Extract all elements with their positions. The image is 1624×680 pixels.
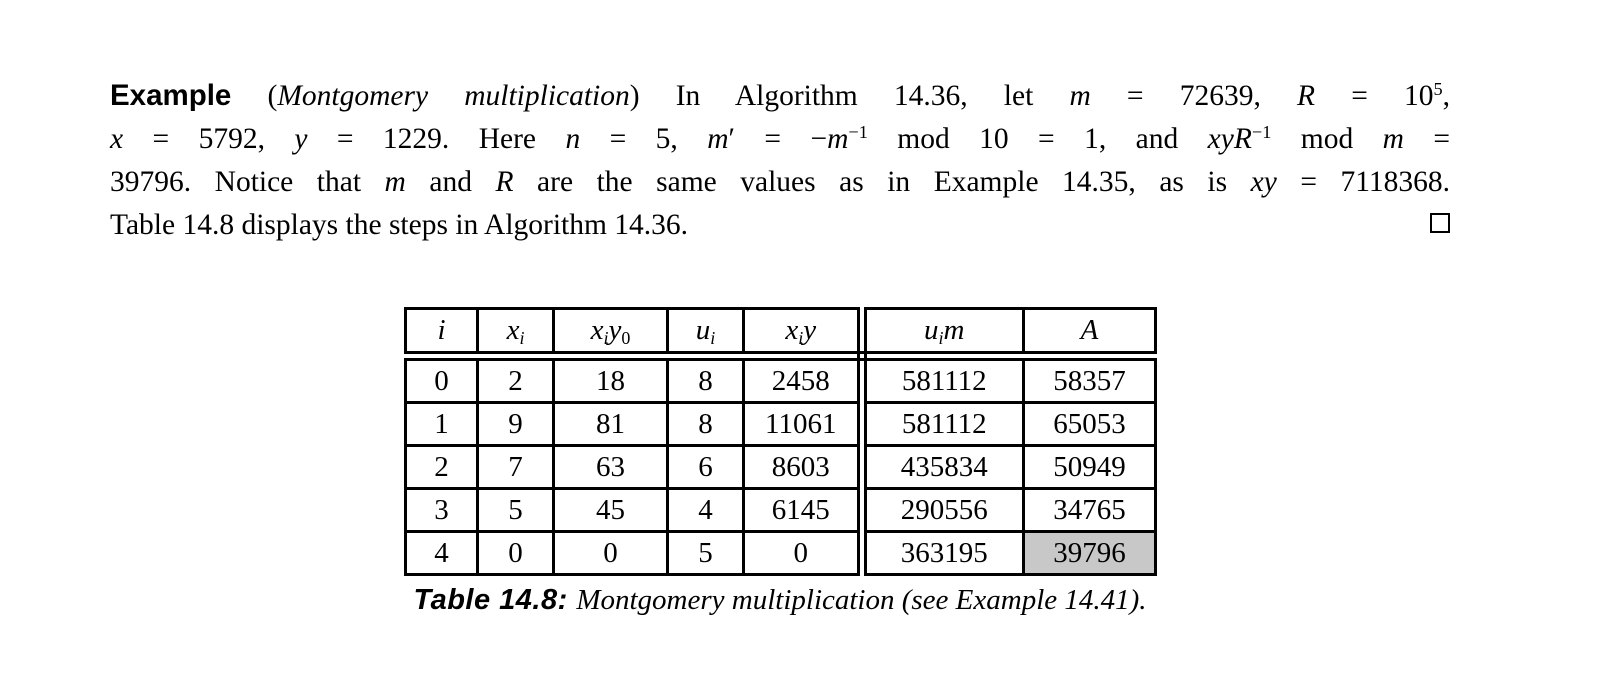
- table-caption: Table 14.8: Montgomery multiplication (s…: [413, 584, 1147, 616]
- cell: 2: [404, 444, 479, 490]
- cell: 81: [552, 401, 669, 447]
- col-header-A: A: [1022, 307, 1157, 361]
- table-row: 1 9 81 8 11061 581112 65053: [404, 401, 1157, 447]
- col-header-xi: xi: [476, 307, 555, 361]
- cell: 7: [476, 444, 555, 490]
- paragraph-line-1: Example (Montgomery multiplication) In A…: [110, 78, 1450, 112]
- cell: 58357: [1022, 354, 1157, 404]
- cell: 45: [552, 487, 669, 533]
- cell: 8: [666, 354, 745, 404]
- col-header-uim: uim: [860, 307, 1025, 361]
- paragraph-line-4: Table 14.8 displays the steps in Algorit…: [110, 204, 1450, 247]
- cell: 0: [742, 530, 867, 576]
- cell: 0: [552, 530, 669, 576]
- col-header-xiy: xiy: [742, 307, 867, 361]
- table-row: 0 2 18 8 2458 581112 58357: [404, 354, 1157, 404]
- example-paragraph: Example (Montgomery multiplication) In A…: [110, 74, 1450, 247]
- table-header-row: i xi xiy0 ui xiy uim A: [404, 307, 1157, 361]
- result-cell-highlighted: 39796: [1022, 530, 1157, 576]
- cell: 5: [666, 530, 745, 576]
- cell: 290556: [860, 487, 1025, 533]
- col-header-i: i: [404, 307, 479, 361]
- cell: 34765: [1022, 487, 1157, 533]
- end-of-example-square-icon: [1430, 213, 1450, 233]
- cell: 8: [666, 401, 745, 447]
- cell: 6: [666, 444, 745, 490]
- cell: 8603: [742, 444, 867, 490]
- col-header-ui: ui: [666, 307, 745, 361]
- table-row: 3 5 45 4 6145 290556 34765: [404, 487, 1157, 533]
- table-body: 0 2 18 8 2458 581112 58357 1 9 81 8 1106…: [404, 354, 1157, 576]
- cell: 18: [552, 354, 669, 404]
- cell: 63: [552, 444, 669, 490]
- cell: 581112: [860, 354, 1025, 404]
- cell: 3: [404, 487, 479, 533]
- cell: 11061: [742, 401, 867, 447]
- cell: 2458: [742, 354, 867, 404]
- cell: 5: [476, 487, 555, 533]
- paragraph-line-4-text: Table 14.8 displays the steps in Algorit…: [110, 209, 689, 241]
- cell: 581112: [860, 401, 1025, 447]
- cell: 4: [666, 487, 745, 533]
- cell: 1: [404, 401, 479, 447]
- cell: 0: [404, 354, 479, 404]
- cell: 4: [404, 530, 479, 576]
- cell: 65053: [1022, 401, 1157, 447]
- cell: 50949: [1022, 444, 1157, 490]
- col-header-xiy0: xiy0: [552, 307, 669, 361]
- cell: 363195: [860, 530, 1025, 576]
- montgomery-multiplication-table: i xi xiy0 ui xiy uim A 0 2 18 8 2458 581…: [404, 307, 1157, 576]
- paragraph-line-2: x = 5792, y = 1229. Here n = 5, m′ = −m−…: [110, 121, 1450, 155]
- table-row: 4 0 0 5 0 363195 39796: [404, 530, 1157, 576]
- table-row: 2 7 63 6 8603 435834 50949: [404, 444, 1157, 490]
- cell: 0: [476, 530, 555, 576]
- paragraph-line-3: 39796. Notice that m and R are the same …: [110, 166, 1450, 198]
- cell: 435834: [860, 444, 1025, 490]
- cell: 9: [476, 401, 555, 447]
- cell: 2: [476, 354, 555, 404]
- cell: 6145: [742, 487, 867, 533]
